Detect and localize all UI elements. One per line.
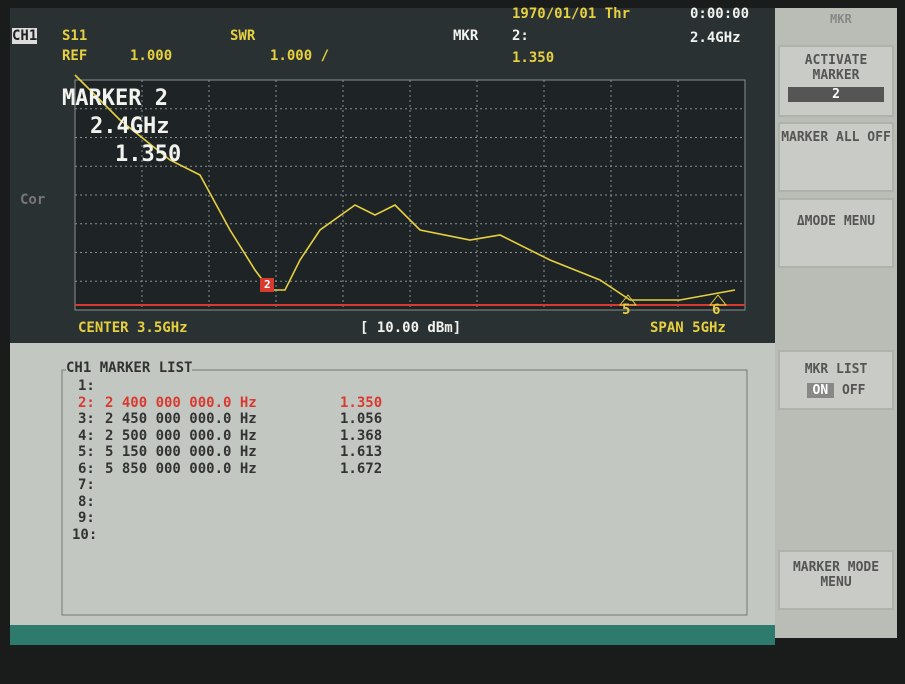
marker-flag-label: 2 [264, 278, 271, 291]
marker-frequency: 2 500 000 000.0 Hz [105, 427, 257, 444]
softkey-value: 2 [788, 87, 884, 102]
marker-frequency: 2 450 000 000.0 Hz [105, 411, 257, 427]
row-index: 4: [78, 427, 95, 444]
side-label: Cor [20, 192, 46, 208]
softkey-label: ΔMODE MENU [796, 214, 876, 229]
span: SPAN 5GHz [650, 320, 726, 336]
source-power: [ 10.00 dBm] [360, 320, 462, 336]
bottom-bar [10, 625, 775, 645]
annotation-line: MARKER 2 [62, 86, 168, 111]
list-frame [61, 369, 748, 616]
marker-flag [618, 294, 638, 306]
row-index: 5: [78, 444, 95, 460]
row-index: 8: [78, 493, 95, 510]
marker-value: 1.350 [512, 50, 555, 66]
softkey[interactable]: MARKER MODE MENU [778, 550, 894, 610]
softkey[interactable]: MKR LIST ON OFF [778, 350, 894, 410]
row-index: 6: [78, 460, 95, 477]
marker-swr: 1.056 [340, 411, 383, 427]
parameter: S11 [62, 28, 88, 44]
marker-flag-label: 6 [712, 302, 721, 318]
marker-label: MKR [453, 28, 479, 44]
list-title: CH1 MARKER LIST [66, 360, 193, 376]
softkey[interactable]: MARKER ALL OFF [778, 122, 894, 192]
softkey[interactable]: ΔMODE MENU [778, 198, 894, 268]
row-index: 10: [72, 526, 98, 543]
row-index: 3: [78, 411, 95, 427]
menu-title: MKR [830, 12, 852, 26]
format: SWR [230, 28, 256, 44]
scale: 1.000 / [270, 48, 330, 64]
channel: CH1 [12, 28, 38, 44]
annotation-line: 2.4GHz [90, 114, 170, 139]
marker-swr: 1.672 [340, 460, 383, 477]
row-index: 1: [78, 378, 95, 394]
softkey-label: MARKER MODE MENU [792, 560, 880, 590]
grid [75, 80, 745, 310]
marker-flag [708, 294, 728, 306]
marker-frequency: 5 150 000 000.0 Hz [105, 444, 257, 460]
clock: 0:00:00 [690, 6, 750, 22]
row-index: 7: [78, 477, 95, 493]
row-index: 2: [78, 394, 95, 411]
list-panel [10, 343, 775, 625]
marker-id: 2: [512, 28, 529, 44]
ref-value: 1.000 [130, 48, 173, 64]
trace [74, 74, 736, 301]
ref-label: REF [62, 48, 88, 64]
datetime: 1970/01/01 Thr [512, 6, 631, 22]
marker-swr: 1.368 [340, 427, 383, 444]
softkey-label: MKR LIST [804, 362, 868, 377]
marker-flag-label: 5 [622, 302, 631, 318]
annotation-line: 1.350 [115, 142, 182, 167]
center-frequency: CENTER 3.5GHz [78, 320, 188, 336]
softkey[interactable]: ACTIVATE MARKER 2 [778, 45, 894, 117]
marker-swr: 1.350 [340, 394, 383, 411]
toggle-on: ON [806, 383, 835, 398]
active-marker-icon [260, 278, 274, 292]
softkey-label: ACTIVATE MARKER [804, 53, 868, 83]
marker-frequency: 2.4GHz [690, 30, 741, 46]
marker-frequency: 2 400 000 000.0 Hz [105, 394, 257, 411]
toggle-off: OFF [842, 383, 866, 398]
row-index: 9: [78, 510, 95, 526]
marker-frequency: 5 850 000 000.0 Hz [105, 460, 257, 477]
softkey-label: MARKER ALL OFF [781, 130, 891, 145]
marker-swr: 1.613 [340, 444, 383, 460]
